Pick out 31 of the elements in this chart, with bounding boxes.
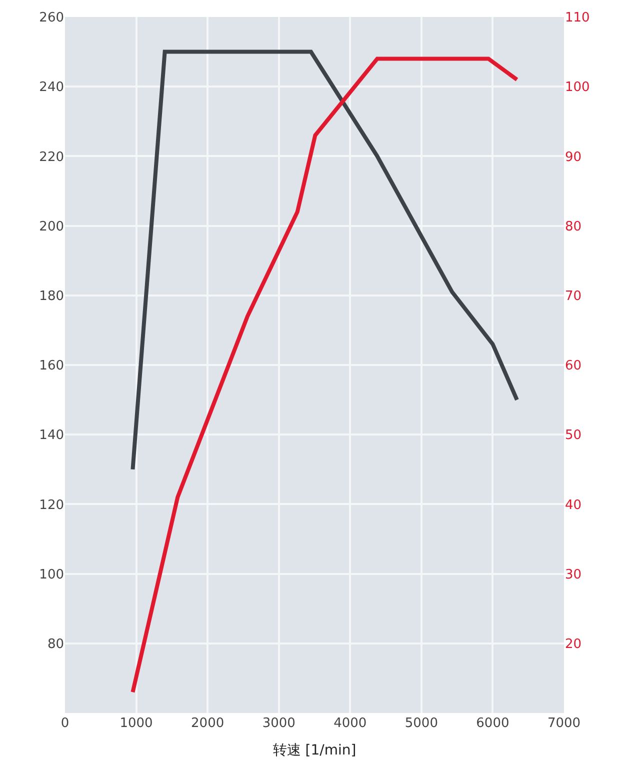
y2-tick-label: 60 [565,358,582,374]
x-tick-label: 4000 [334,716,367,731]
y-tick-label: 120 [39,498,64,513]
x-tick-label: 3000 [262,716,296,731]
y-tick-label: 200 [39,219,64,234]
line-series [130,56,519,694]
x-tick-label: 7000 [547,716,581,731]
y2-tick-label: 110 [565,10,590,26]
y-tick-label: 100 [39,567,64,582]
x-tick-label: 1000 [120,716,153,731]
x-tick-label: 2000 [191,716,224,731]
y2-tick-label: 20 [565,636,582,652]
y2-tick-label: 90 [565,150,582,165]
x-tick-label: 0 [60,716,70,731]
y-tick-label: 240 [39,80,64,96]
y2-tick-label: 80 [565,219,582,234]
y2-tick-label: 100 [565,80,590,96]
y-tick-label: 260 [39,10,64,26]
y-tick-label: 160 [39,358,64,374]
y2-tick-label: 40 [565,498,582,513]
x-tick-label: 5000 [404,716,438,731]
line-series [130,50,519,472]
y-tick-label: 180 [39,288,64,304]
y2-tick-label: 30 [565,567,582,582]
y-tick-label: 220 [39,150,64,165]
y2-tick-label: 50 [565,428,582,444]
y-tick-label: 80 [47,636,64,652]
y-tick-label: 140 [39,428,64,444]
y2-tick-label: 70 [565,288,582,304]
x-axis-title: 转速 [1/min] [272,742,356,758]
x-tick-label: 6000 [476,716,510,731]
